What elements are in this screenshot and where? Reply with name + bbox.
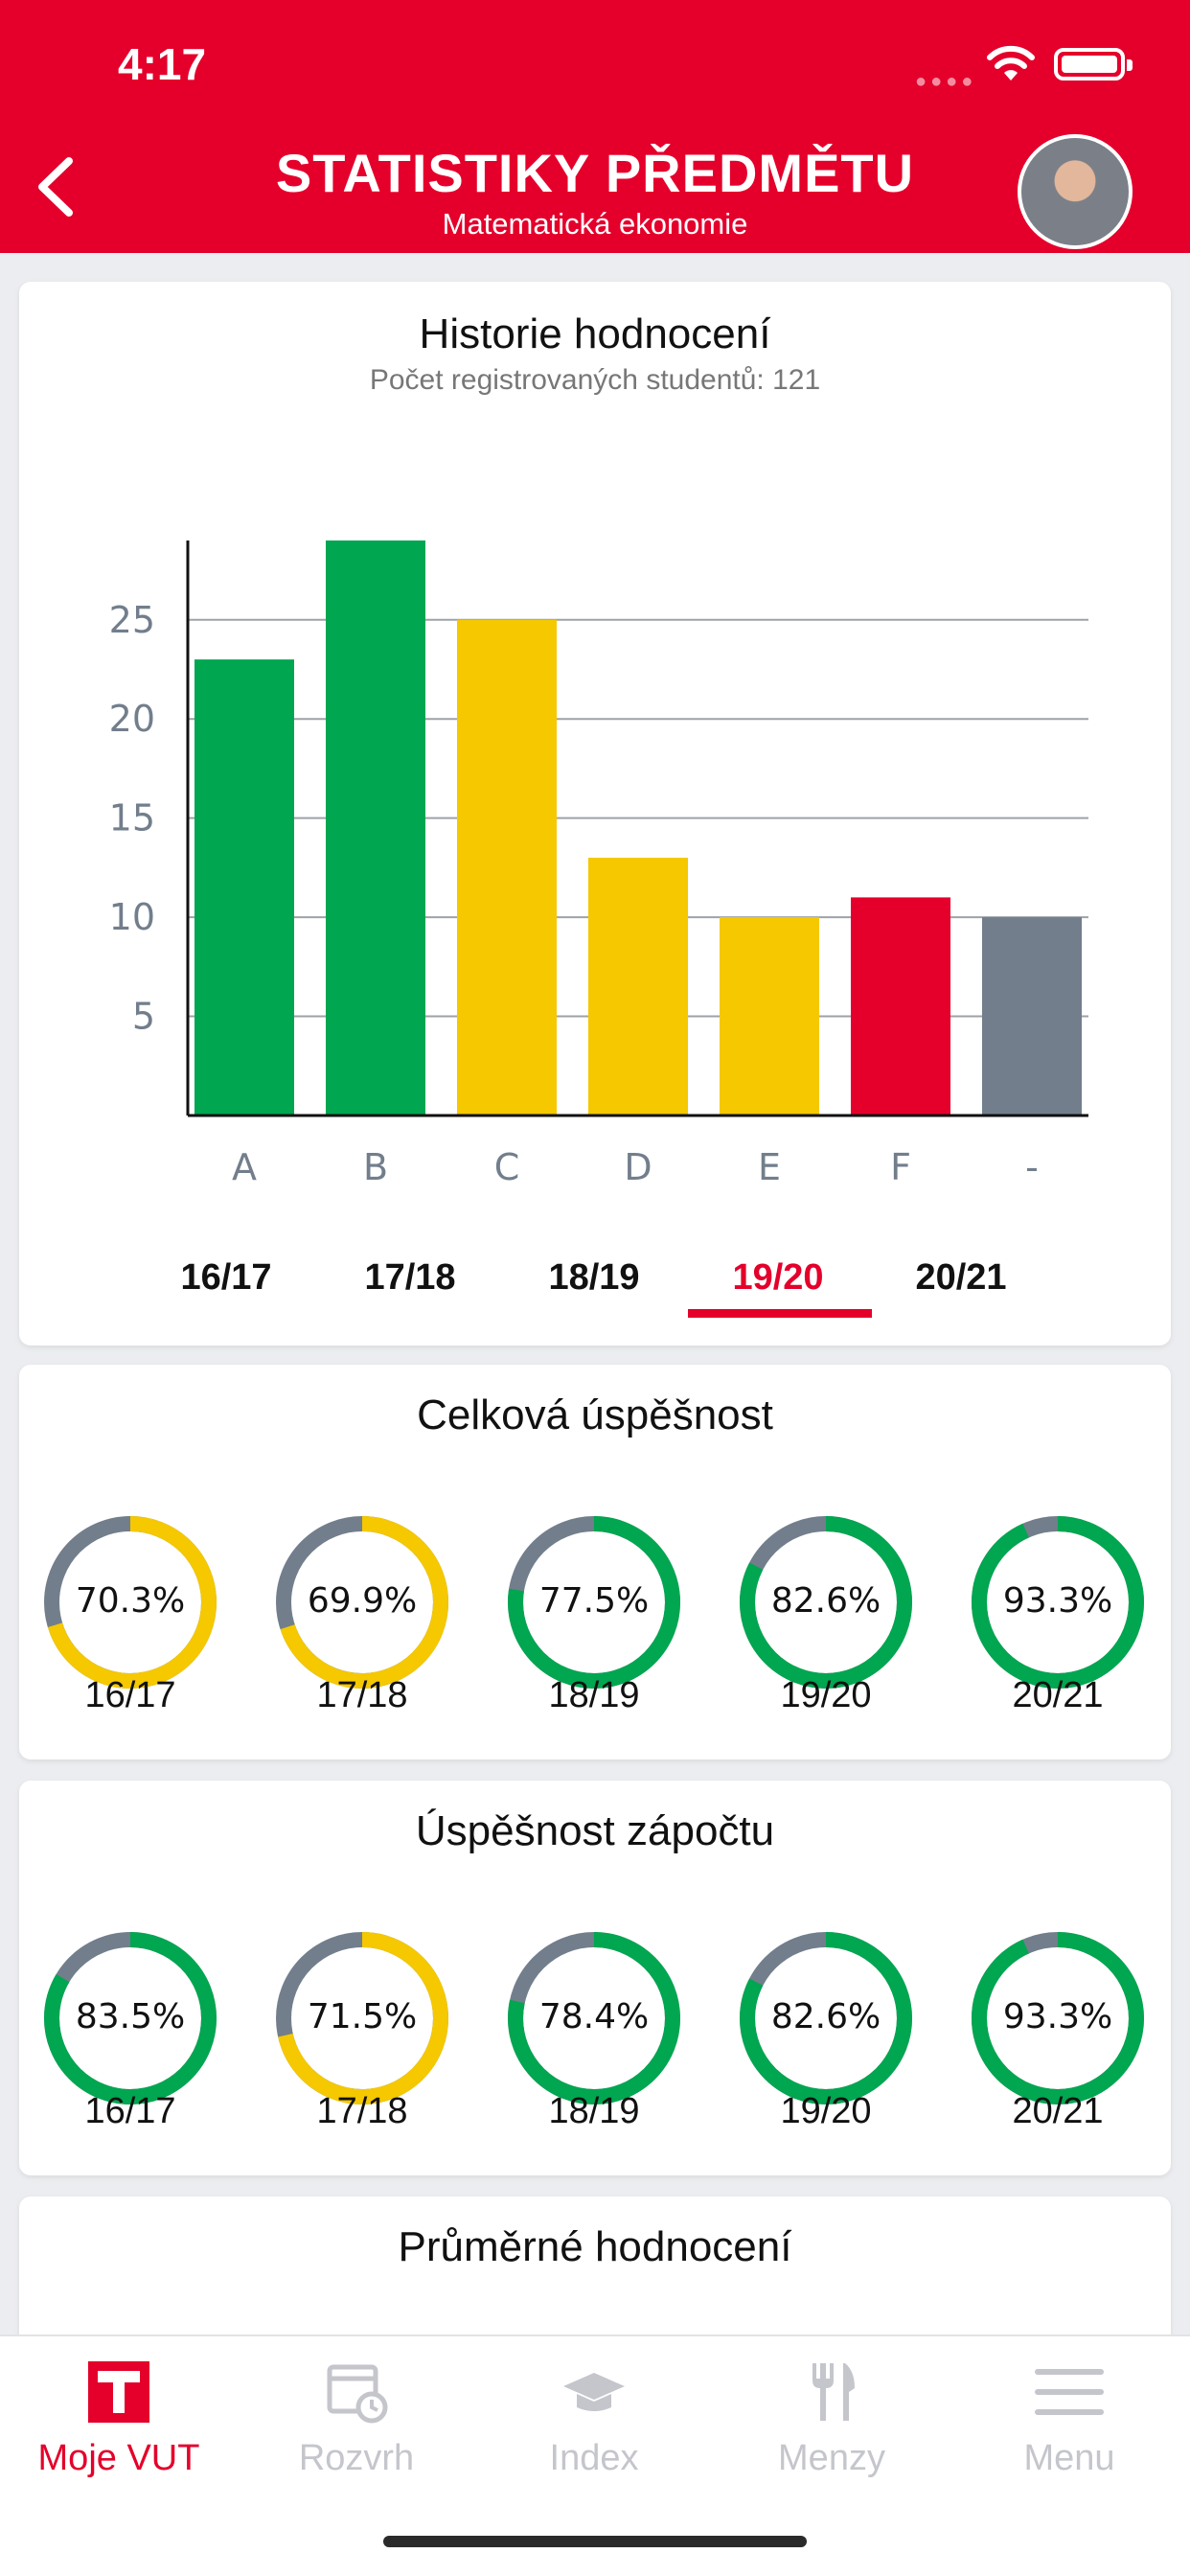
calendar-clock-icon (327, 2364, 388, 2424)
donut-year-label: 18/19 (548, 2091, 640, 2131)
donut-ring (276, 1932, 448, 2104)
fork-knife-icon (812, 2363, 855, 2421)
donut-fill (44, 1932, 217, 2104)
donut-fill (44, 1516, 217, 1689)
page-title: STATISTIKY PŘEDMĚTU (275, 143, 915, 203)
nav-label: Menzy (778, 2438, 885, 2478)
donut-year-label: 16/17 (84, 1675, 176, 1715)
nav-index[interactable]: Index (475, 2358, 713, 2482)
card-title: Historie hodnocení (419, 310, 771, 357)
donut-percentage: 93.3% (1002, 1581, 1113, 1621)
y-tick-label: 5 (132, 996, 155, 1038)
active-tab-indicator (688, 1309, 872, 1318)
bar-A (195, 659, 294, 1116)
nav-menzy[interactable]: Menzy (713, 2358, 950, 2482)
donut-percentage: 71.5% (307, 1997, 418, 2036)
donut-percentage: 82.6% (770, 1997, 881, 2036)
donut-fill (508, 1932, 680, 2104)
bar-D (588, 858, 688, 1116)
overall-success-card: Celková úspěšnost (19, 1365, 1171, 1760)
nav-label: Index (549, 2438, 639, 2478)
home-indicator (383, 2536, 807, 2547)
credit-success-card: Úspěšnost zápočtu (19, 1781, 1171, 2175)
donut-ring (740, 1516, 912, 1689)
wifi-icon (987, 45, 1035, 80)
nav-label: Rozvrh (298, 2438, 415, 2478)
donut-percentage: 93.3% (1002, 1997, 1113, 2036)
bar-C (457, 619, 557, 1116)
status-time: 4:17 (118, 39, 207, 89)
donut-percentage: 70.3% (75, 1581, 186, 1621)
donut-percentage: 83.5% (75, 1997, 186, 2036)
donut-ring (972, 1932, 1144, 2104)
card-title: Úspěšnost zápočtu (415, 1807, 775, 1854)
nav-moje-vut[interactable]: Moje VUT (0, 2358, 238, 2482)
bar-F (851, 897, 950, 1116)
x-tick-label: F (890, 1146, 911, 1188)
donut-percentage: 78.4% (538, 1997, 650, 2036)
nav-rozvrh[interactable]: Rozvrh (238, 2358, 475, 2482)
donut-ring (508, 1932, 680, 2104)
battery-icon (1054, 48, 1133, 80)
nav-menu[interactable]: Menu (950, 2358, 1188, 2482)
vut-logo-icon (88, 2361, 149, 2423)
donut-fill (276, 1516, 448, 1689)
y-tick-label: 25 (109, 599, 155, 641)
donut-fill (740, 1932, 912, 2104)
donut-year-label: 18/19 (548, 1675, 640, 1715)
graduation-cap-icon (563, 2373, 625, 2411)
donut-year-label: 20/21 (1012, 1675, 1104, 1715)
y-tick-label: 20 (109, 698, 155, 740)
donut-fill (972, 1932, 1144, 2104)
donut-year-label: 19/20 (780, 2091, 872, 2131)
bar-- (982, 917, 1082, 1116)
donut-year-label: 20/21 (1012, 2091, 1104, 2131)
donut-fill (972, 1516, 1144, 1689)
donut-ring (276, 1516, 448, 1689)
donut-ring (508, 1516, 680, 1689)
tab-year-19-20[interactable]: 19/20 (732, 1257, 824, 1298)
donut-fill (276, 1932, 448, 2104)
y-tick-label: 15 (109, 797, 155, 840)
hamburger-menu-icon (1035, 2369, 1104, 2415)
tab-year-17-18[interactable]: 17/18 (364, 1257, 456, 1298)
donut-ring (44, 1516, 217, 1689)
x-tick-label: - (1025, 1146, 1039, 1188)
x-tick-label: C (494, 1146, 520, 1188)
donut-percentage: 77.5% (538, 1581, 650, 1621)
tab-year-16-17[interactable]: 16/17 (180, 1257, 272, 1298)
donut-year-label: 17/18 (316, 2091, 408, 2131)
app-header: 4:17 ●●●● STATISTIKY PŘEDMĚTU Matematick… (0, 0, 1190, 253)
grade-bar-chart: 5 10 15 20 25 A B C D E F - (109, 540, 1088, 1188)
bar-B (326, 540, 425, 1116)
x-tick-label: B (363, 1146, 388, 1188)
donut-year-label: 16/17 (84, 2091, 176, 2131)
x-tick-label: A (232, 1146, 257, 1188)
donut-ring (972, 1516, 1144, 1689)
signal-icon: ●●●● (915, 71, 977, 92)
back-arrow-icon[interactable] (29, 153, 86, 220)
donut-percentage: 69.9% (307, 1581, 418, 1621)
tab-year-20-21[interactable]: 20/21 (915, 1257, 1007, 1298)
donut-fill (740, 1516, 912, 1689)
page-subtitle: Matematická ekonomie (442, 207, 748, 241)
donut-fill (508, 1516, 680, 1689)
x-tick-label: E (758, 1146, 781, 1188)
donut-year-label: 17/18 (316, 1675, 408, 1715)
card-title: Celková úspěšnost (417, 1392, 773, 1438)
donut-ring (740, 1932, 912, 2104)
avatar[interactable] (1018, 134, 1133, 249)
donut-percentage: 82.6% (770, 1581, 881, 1621)
tab-year-18-19[interactable]: 18/19 (548, 1257, 640, 1298)
donut-ring (44, 1932, 217, 2104)
x-tick-label: D (624, 1146, 652, 1188)
y-tick-label: 10 (109, 896, 155, 938)
donut-year-label: 19/20 (780, 1675, 872, 1715)
nav-label: Moje VUT (37, 2438, 200, 2478)
card-title: Průměrné hodnocení (398, 2223, 792, 2270)
nav-label: Menu (1023, 2438, 1115, 2478)
bar-E (720, 917, 819, 1116)
registered-students: Počet registrovaných studentů: 121 (369, 364, 821, 396)
